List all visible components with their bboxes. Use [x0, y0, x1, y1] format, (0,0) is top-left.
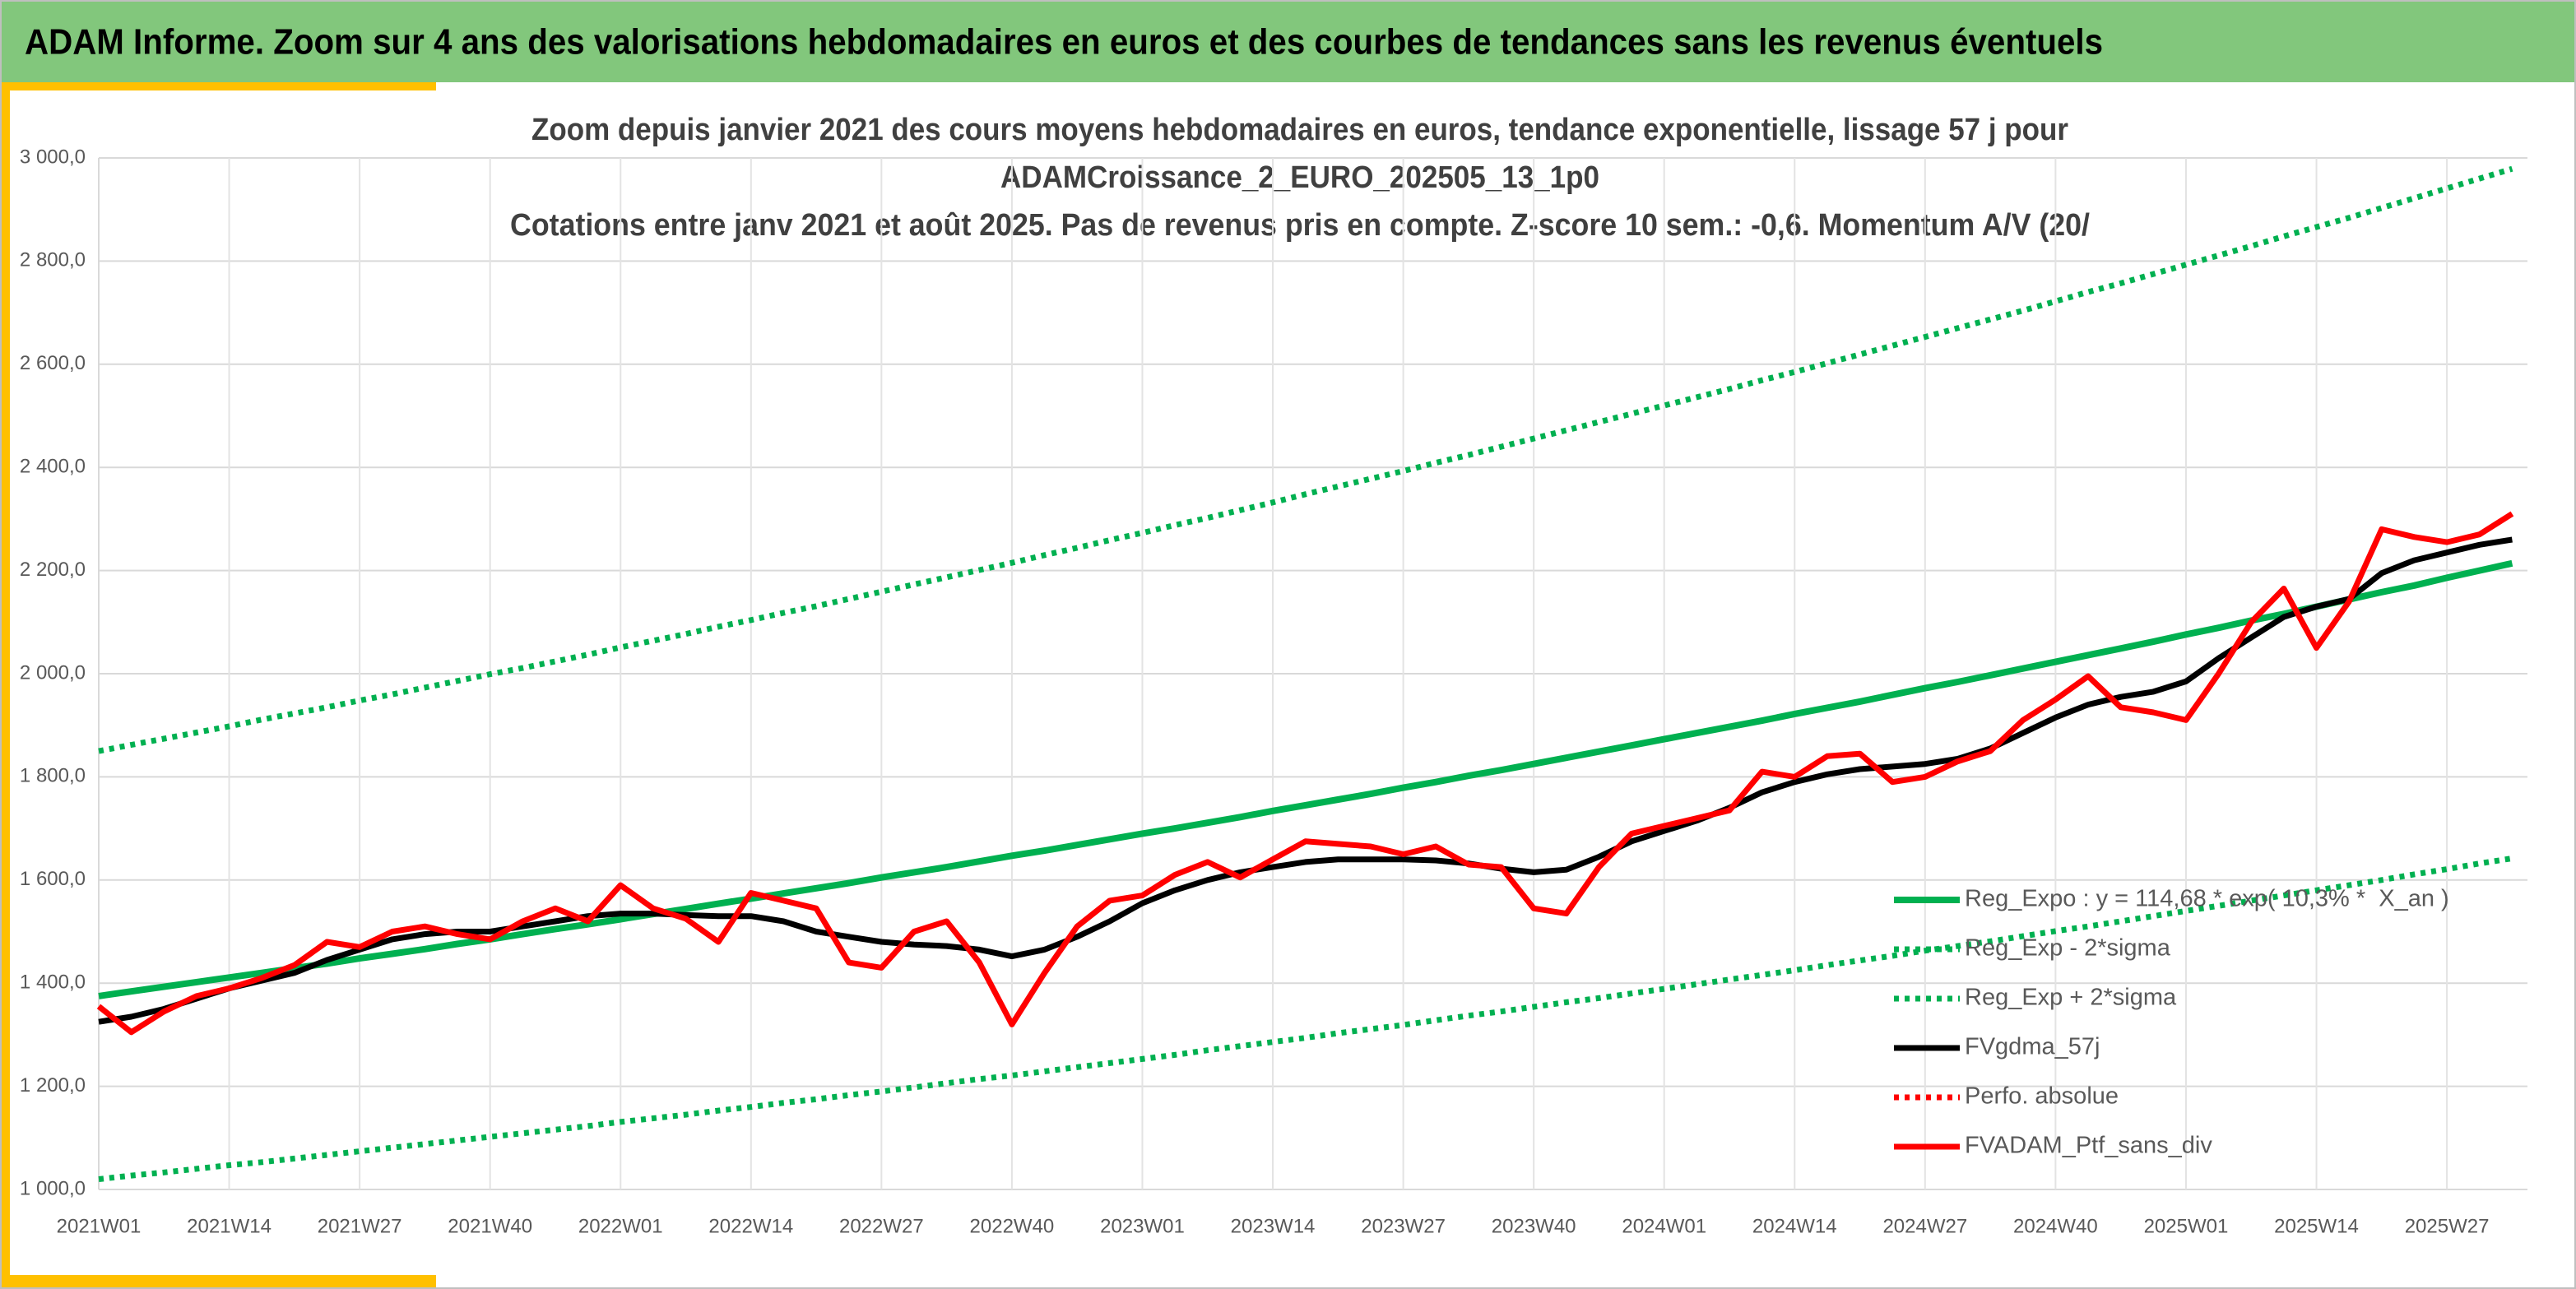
x-tick-label: 2025W27 [2405, 1215, 2490, 1237]
series-line [98, 165, 2513, 754]
x-tick-label: 2023W27 [1361, 1215, 1446, 1237]
accent-top [0, 82, 436, 90]
y-tick-label: 1 200,0 [20, 1074, 86, 1097]
x-tick-label: 2022W27 [839, 1215, 924, 1237]
x-tick-label: 2023W40 [1492, 1215, 1576, 1237]
x-tick-label: 2023W14 [1231, 1215, 1316, 1237]
header-title: ADAM Informe. Zoom sur 4 ans des valoris… [25, 22, 2103, 63]
legend-label: Reg_Exp - 2*sigma [1965, 935, 2171, 962]
accent-left [0, 82, 10, 1289]
x-tick-label: 2022W01 [578, 1215, 663, 1237]
x-tick-label: 2025W01 [2144, 1215, 2229, 1237]
series-line [96, 511, 2514, 1036]
chart-title: ADAMCroissance_2_EURO_202505_13_1p0 [1000, 160, 1599, 195]
y-tick-label: 3 000,0 [20, 146, 86, 168]
y-tick-label: 2 600,0 [20, 352, 86, 374]
y-tick-label: 2 200,0 [20, 559, 86, 581]
accent-bottom [0, 1275, 436, 1289]
chart-title: Zoom depuis janvier 2021 des cours moyen… [531, 113, 2068, 147]
y-tick-label: 2 000,0 [20, 661, 86, 684]
legend-label: FVADAM_Ptf_sans_div [1965, 1133, 2212, 1159]
x-tick-label: 2024W40 [2013, 1215, 2098, 1237]
series-line [98, 559, 2513, 999]
y-tick-label: 1 800,0 [20, 765, 86, 787]
legend-label: FVgdma_57j [1965, 1034, 2100, 1060]
x-tick-label: 2021W40 [448, 1215, 532, 1237]
legend-label: Reg_Expo : y = 114,68 * exp( 10,3% * X_a… [1965, 886, 2449, 912]
legend: Reg_Expo : y = 114,68 * exp( 10,3% * X_a… [1894, 886, 2449, 1159]
chart-title: Cotations entre janv 2021 et août 2025. … [510, 208, 2090, 243]
x-tick-label: 2022W14 [708, 1215, 793, 1237]
header-bar [0, 0, 2576, 82]
x-tick-label: 2023W01 [1100, 1215, 1185, 1237]
y-tick-label: 1 600,0 [20, 868, 86, 890]
y-tick-label: 1 400,0 [20, 971, 86, 994]
legend-label: Reg_Exp + 2*sigma [1965, 985, 2177, 1011]
x-tick-label: 2025W14 [2274, 1215, 2359, 1237]
x-tick-label: 2022W40 [970, 1215, 1055, 1237]
y-tick-label: 2 400,0 [20, 456, 86, 478]
y-tick-label: 1 000,0 [20, 1177, 86, 1199]
x-tick-label: 2024W01 [1622, 1215, 1706, 1237]
grid [98, 157, 2527, 1190]
y-tick-label: 2 800,0 [20, 249, 86, 271]
legend-label: Perfo. absolue [1965, 1083, 2119, 1110]
x-tick-label: 2021W01 [57, 1215, 142, 1237]
axes: 1 000,0 1 200,0 1 400,0 1 600,0 1 800,0 2 000… [20, 146, 2490, 1237]
x-tick-label: 2021W14 [187, 1215, 272, 1237]
x-tick-label: 2021W27 [318, 1215, 402, 1237]
x-tick-label: 2024W27 [1882, 1215, 1967, 1237]
x-tick-label: 2024W14 [1752, 1215, 1837, 1237]
plot [96, 165, 2514, 1182]
